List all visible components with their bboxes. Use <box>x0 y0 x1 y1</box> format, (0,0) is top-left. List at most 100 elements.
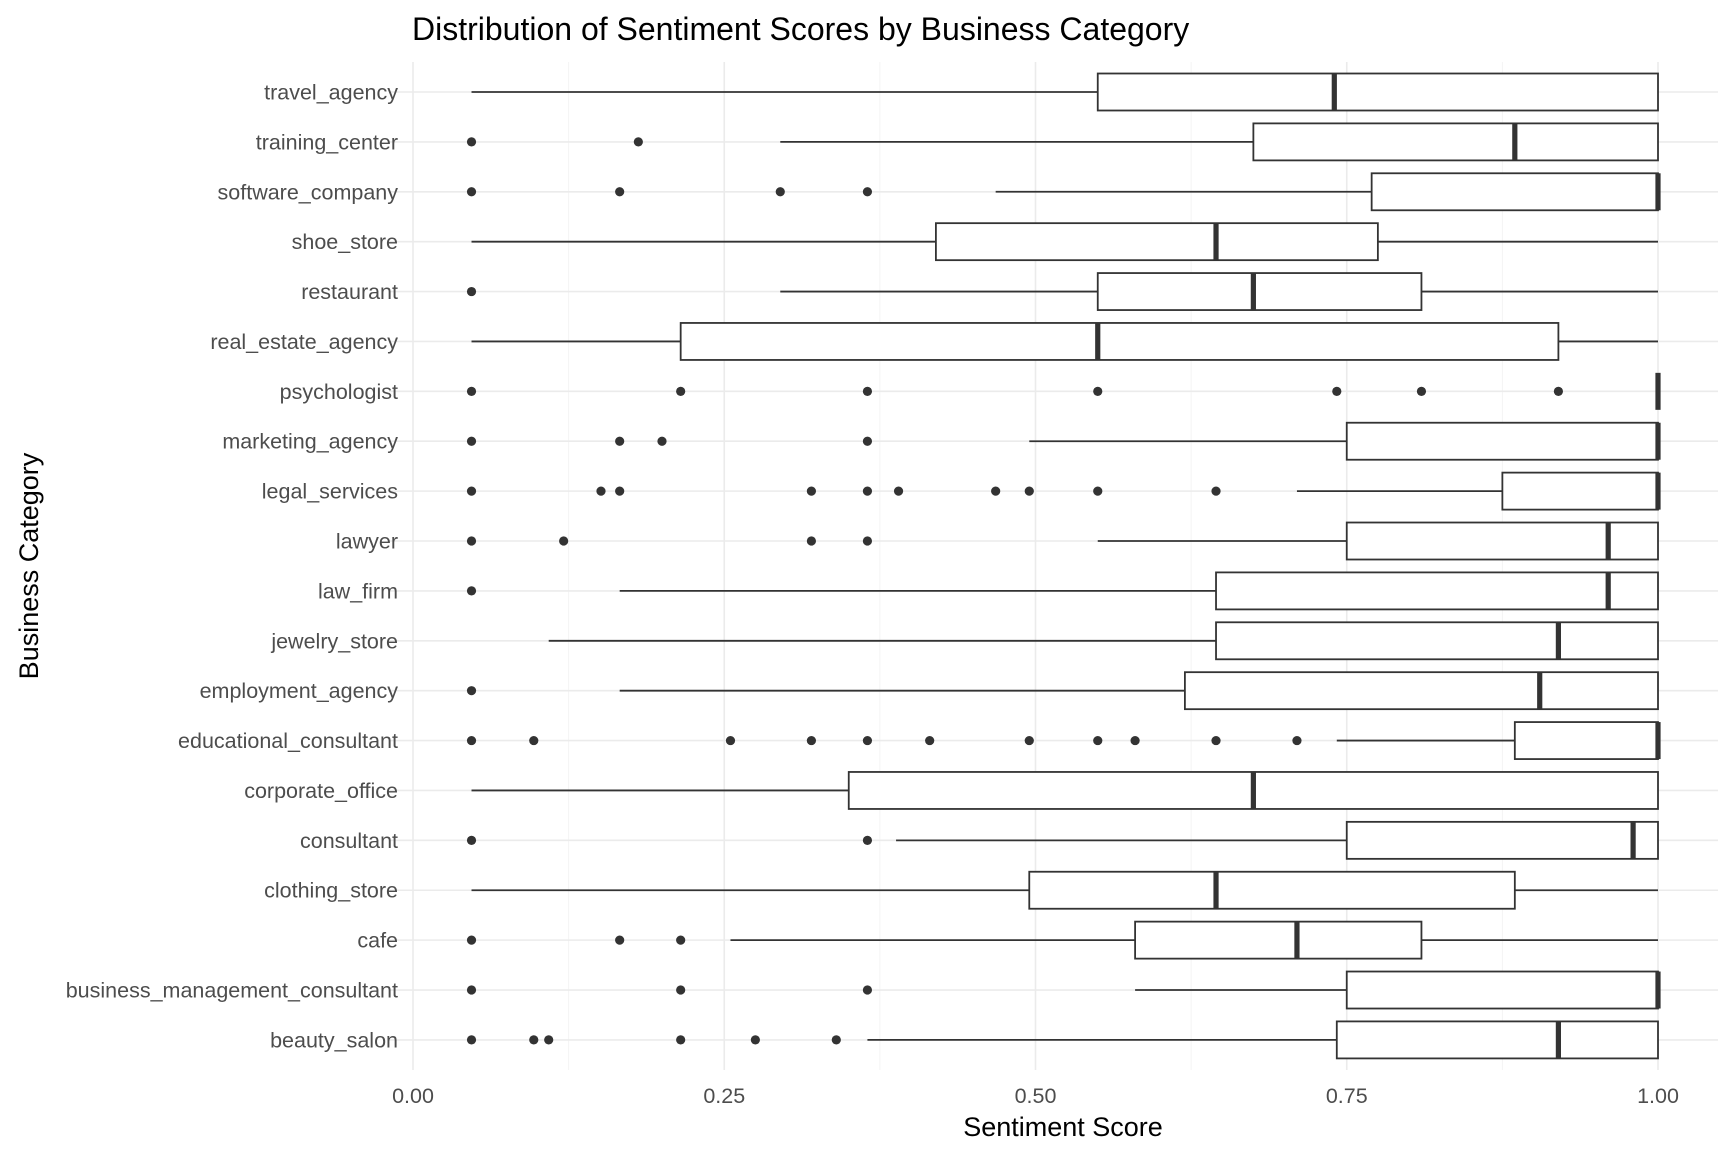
iqr-box <box>1345 521 1659 561</box>
category-tick-label: corporate_office <box>244 779 398 803</box>
outlier-point <box>1024 735 1034 746</box>
grid-lines <box>389 62 1718 1070</box>
outlier-point <box>862 985 873 995</box>
iqr-box <box>1501 471 1659 511</box>
box-software_company <box>466 172 1661 212</box>
outlier-point <box>1211 486 1221 496</box>
outlier-point <box>862 735 873 746</box>
category-tick-label: law_firm <box>318 579 398 603</box>
outlier-point <box>676 1035 686 1045</box>
box-law_firm <box>466 571 1659 611</box>
category-tick-label: employment_agency <box>200 679 399 703</box>
box-psychologist <box>466 372 1661 410</box>
iqr-box <box>1134 920 1423 960</box>
iqr-box <box>679 322 1560 361</box>
outlier-point <box>466 187 477 197</box>
iqr-box <box>1345 421 1659 461</box>
category-tick-label: travel_agency <box>264 81 398 105</box>
outlier-point <box>1093 486 1103 496</box>
category-tick-label: marketing_agency <box>222 430 398 454</box>
box-training_center <box>466 122 1659 162</box>
outlier-point <box>466 436 477 446</box>
box-shoe_store <box>471 222 1658 262</box>
iqr-box <box>1335 1020 1659 1060</box>
outlier-point <box>806 536 817 546</box>
outlier-point <box>806 735 817 746</box>
outlier-point <box>633 137 643 147</box>
category-tick-label: psychologist <box>280 380 398 404</box>
x-tick-labels: 0.00 0.25 0.50 0.75 1.00 <box>392 1084 1679 1108</box>
outlier-point <box>806 486 817 496</box>
iqr-box <box>1096 72 1659 112</box>
box-clothing_store <box>471 870 1658 910</box>
outlier-point <box>615 486 625 496</box>
box-lawyer <box>466 521 1659 561</box>
category-tick-label: educational_consultant <box>178 729 398 753</box>
box-legal_services <box>466 471 1661 511</box>
box-business_management_consultant <box>466 970 1661 1010</box>
outlier-point <box>544 1035 554 1045</box>
x-tick-label: 0.25 <box>703 1084 745 1108</box>
box-corporate_office <box>471 771 1659 810</box>
outlier-point <box>615 187 625 197</box>
outlier-point <box>466 686 477 696</box>
iqr-box <box>1345 970 1659 1010</box>
category-tick-label: shoe_store <box>292 230 398 254</box>
outlier-point <box>466 735 477 746</box>
box-real_estate_agency <box>471 322 1658 361</box>
outlier-point <box>676 935 686 945</box>
category-tick-label: business_management_consultant <box>66 979 398 1003</box>
category-tick-label: consultant <box>300 829 398 853</box>
outlier-point <box>725 735 736 746</box>
outlier-point <box>466 935 477 945</box>
outlier-point <box>1332 386 1342 396</box>
outlier-point <box>893 486 904 496</box>
category-tick-label: clothing_store <box>264 879 398 903</box>
outlier-point <box>1292 735 1302 746</box>
outlier-point <box>1024 486 1034 496</box>
box-beauty_salon <box>466 1020 1659 1060</box>
x-tick-label: 0.50 <box>1015 1084 1057 1108</box>
box-jewelry_store <box>548 621 1659 661</box>
box-consultant <box>466 820 1659 860</box>
outlier-point <box>466 386 477 396</box>
category-tick-label: software_company <box>218 180 399 204</box>
outlier-point <box>1130 735 1140 746</box>
outlier-point <box>1093 386 1103 396</box>
category-tick-label: beauty_salon <box>270 1028 398 1052</box>
x-axis-title: Sentiment Score <box>963 1112 1163 1142</box>
x-tick-label: 1.00 <box>1637 1084 1679 1108</box>
outlier-point <box>596 486 606 496</box>
box-employment_agency <box>466 671 1659 711</box>
category-tick-label: legal_services <box>262 480 398 504</box>
outlier-point <box>1093 735 1103 746</box>
outlier-point <box>862 536 873 546</box>
outlier-point <box>466 536 477 546</box>
outlier-point <box>831 1035 841 1045</box>
outlier-point <box>615 436 625 446</box>
chart-title: Distribution of Sentiment Scores by Busi… <box>412 11 1189 47</box>
iqr-box <box>1215 621 1659 661</box>
box-travel_agency <box>471 72 1659 112</box>
outlier-point <box>466 286 477 297</box>
x-tick-label: 0.00 <box>392 1084 434 1108</box>
outlier-point <box>466 486 477 496</box>
outlier-point <box>466 586 477 596</box>
outlier-point <box>529 735 539 746</box>
outlier-point <box>862 187 873 197</box>
box-marketing_agency <box>466 421 1661 461</box>
outlier-point <box>1211 735 1221 746</box>
outlier-point <box>750 1035 760 1045</box>
iqr-box <box>1252 122 1659 162</box>
iqr-box <box>1096 272 1423 311</box>
category-tick-label: training_center <box>256 130 398 154</box>
outlier-point <box>862 386 873 396</box>
outlier-point <box>676 985 686 995</box>
outlier-point <box>615 935 625 945</box>
outlier-point <box>862 436 873 446</box>
outlier-point <box>466 835 477 845</box>
outlier-point <box>1416 386 1427 396</box>
category-tick-label: lawyer <box>336 530 398 554</box>
